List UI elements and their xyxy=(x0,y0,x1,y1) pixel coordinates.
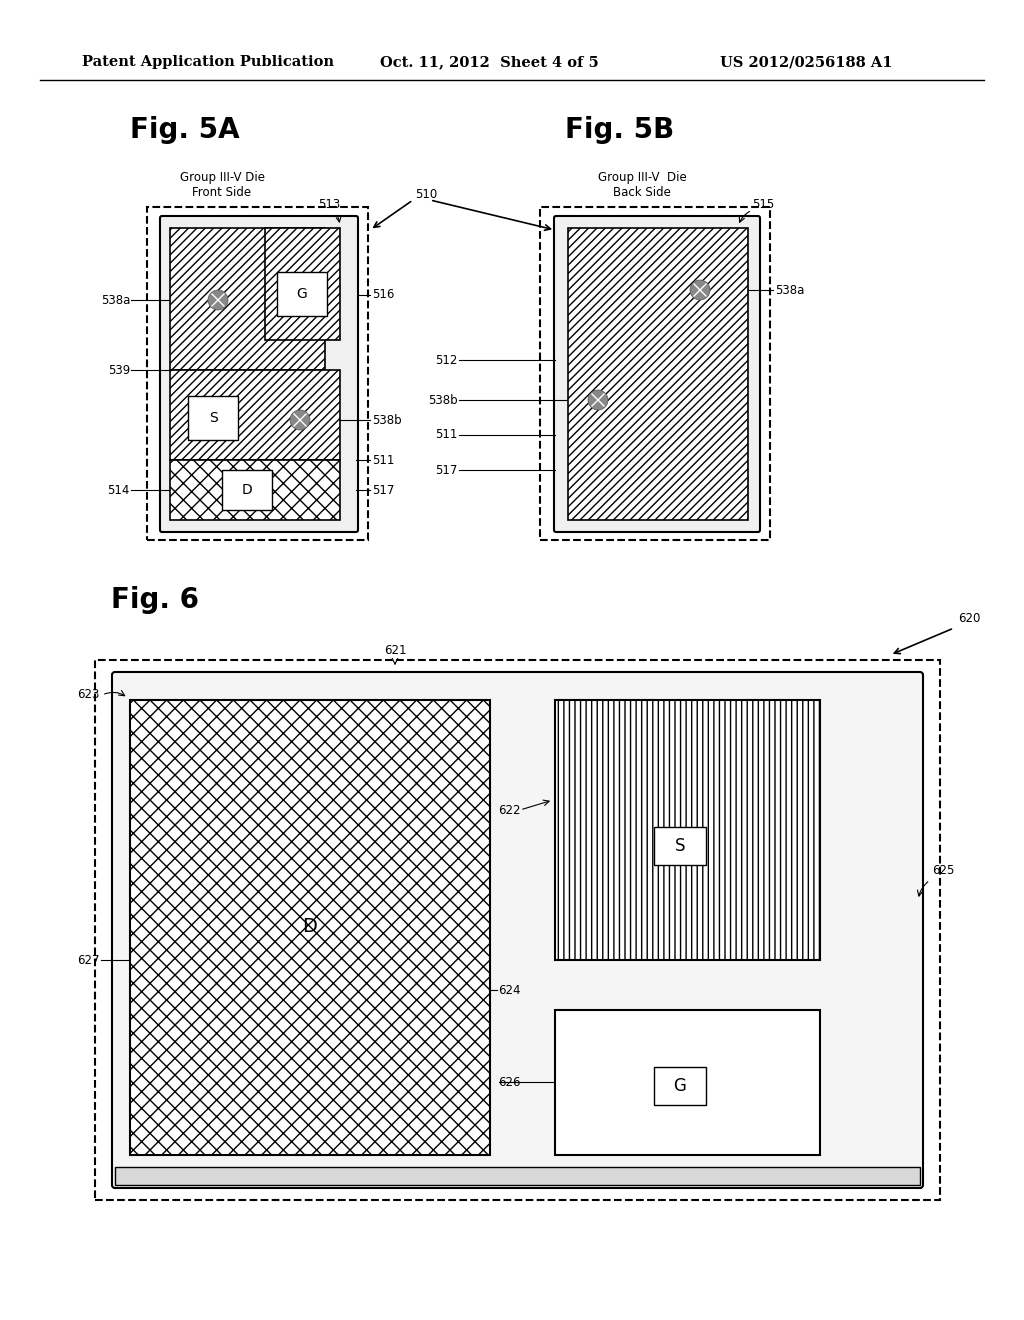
Text: 538b: 538b xyxy=(372,413,401,426)
Text: S: S xyxy=(675,837,685,855)
Text: 538b: 538b xyxy=(428,393,458,407)
Text: 517: 517 xyxy=(435,463,458,477)
Text: 517: 517 xyxy=(372,483,394,496)
Bar xyxy=(568,228,748,520)
FancyBboxPatch shape xyxy=(112,672,923,1188)
Text: G: G xyxy=(297,286,307,301)
Text: 511: 511 xyxy=(435,429,458,441)
Circle shape xyxy=(208,290,228,310)
Text: 538a: 538a xyxy=(100,293,130,306)
Text: 626: 626 xyxy=(498,1076,520,1089)
Text: 512: 512 xyxy=(435,354,458,367)
Circle shape xyxy=(290,411,310,430)
Bar xyxy=(130,700,490,1155)
Text: 514: 514 xyxy=(108,483,130,496)
Bar xyxy=(95,660,940,1200)
Text: 511: 511 xyxy=(372,454,394,466)
Text: 513: 513 xyxy=(318,198,341,222)
Text: D: D xyxy=(242,483,252,498)
Bar xyxy=(278,272,327,315)
Text: US 2012/0256188 A1: US 2012/0256188 A1 xyxy=(720,55,893,69)
Circle shape xyxy=(588,389,608,411)
Bar xyxy=(188,396,238,440)
Bar xyxy=(540,207,770,540)
Text: Back Side: Back Side xyxy=(613,186,671,198)
Bar xyxy=(265,228,340,341)
Text: 624: 624 xyxy=(498,983,520,997)
Bar xyxy=(147,207,368,540)
Text: Front Side: Front Side xyxy=(193,186,252,198)
Bar xyxy=(654,1067,706,1105)
Bar xyxy=(222,470,272,510)
Text: Patent Application Publication: Patent Application Publication xyxy=(82,55,334,69)
Circle shape xyxy=(690,280,710,300)
Text: 515: 515 xyxy=(752,198,774,211)
Text: 620: 620 xyxy=(958,611,980,624)
Text: 516: 516 xyxy=(372,289,394,301)
Text: 621: 621 xyxy=(384,644,407,656)
Text: 538a: 538a xyxy=(775,284,805,297)
Bar xyxy=(555,1010,820,1155)
Text: Oct. 11, 2012  Sheet 4 of 5: Oct. 11, 2012 Sheet 4 of 5 xyxy=(380,55,599,69)
Text: 625: 625 xyxy=(932,863,954,876)
Bar xyxy=(170,370,340,459)
Bar xyxy=(170,228,325,370)
Text: G: G xyxy=(674,1077,686,1096)
FancyBboxPatch shape xyxy=(554,216,760,532)
Text: Fig. 5B: Fig. 5B xyxy=(565,116,675,144)
Text: Fig. 5A: Fig. 5A xyxy=(130,116,240,144)
Text: 510: 510 xyxy=(415,189,437,202)
Bar xyxy=(654,828,706,865)
Bar xyxy=(170,459,340,520)
Bar xyxy=(555,700,820,960)
Text: Group III-V Die: Group III-V Die xyxy=(179,172,264,185)
Text: 622: 622 xyxy=(498,804,520,817)
Text: Fig. 6: Fig. 6 xyxy=(111,586,199,614)
Text: 539: 539 xyxy=(108,363,130,376)
Text: Group III-V  Die: Group III-V Die xyxy=(598,172,686,185)
Text: 623: 623 xyxy=(78,689,100,701)
FancyBboxPatch shape xyxy=(160,216,358,532)
Text: S: S xyxy=(209,411,217,425)
Text: D: D xyxy=(302,917,317,936)
Bar xyxy=(115,1167,920,1185)
Text: 627: 627 xyxy=(78,953,100,966)
